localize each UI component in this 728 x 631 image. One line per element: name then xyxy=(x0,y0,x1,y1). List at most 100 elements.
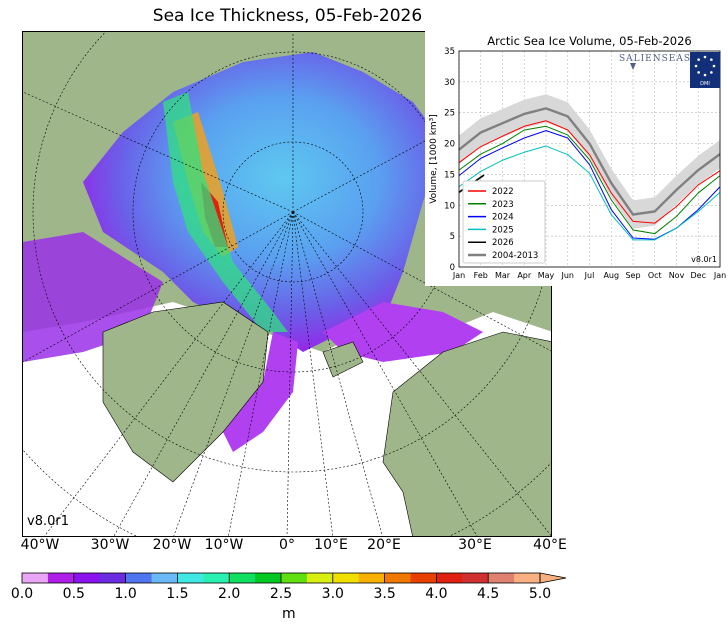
svalbard xyxy=(322,341,364,378)
y-tick-label: 20 xyxy=(444,140,455,150)
series-line-2022 xyxy=(458,120,721,224)
scandinavia xyxy=(382,331,551,536)
sea-ice-map xyxy=(22,31,552,537)
x-tick-label: May xyxy=(538,271,555,280)
lon-label: 30°W xyxy=(90,537,130,553)
x-tick-label: Jun xyxy=(561,271,575,280)
x-tick-label: Jan xyxy=(713,271,726,280)
colorbar-segment xyxy=(151,573,178,583)
x-tick-label: Mar xyxy=(495,271,511,280)
lon-label: 30°E xyxy=(458,537,492,553)
series-line-2004-2013 xyxy=(458,107,721,216)
colorbar-tick-label: 5.0 xyxy=(528,586,552,602)
east-greenland-ice xyxy=(223,332,298,452)
series-line-2023 xyxy=(458,125,721,235)
dmi-logo-star xyxy=(694,64,698,68)
colorbar-tick-label: 1.0 xyxy=(114,586,137,602)
x-tick-label: Sep xyxy=(625,271,640,280)
dmi-logo-text: DMI xyxy=(700,81,710,87)
colorbar-segment xyxy=(177,573,204,583)
colorbar-tick-label: 4.5 xyxy=(477,586,500,602)
colorbar-segment xyxy=(436,573,463,583)
colorbar-tick-label: 0.5 xyxy=(62,586,85,602)
x-tick-label: Nov xyxy=(669,271,685,280)
lon-label: 10°E xyxy=(314,537,348,553)
y-tick-label: 35 xyxy=(444,47,455,57)
volume-chart: Arctic Sea Ice Volume, 05-Feb-2026 0 5 10 15… xyxy=(429,34,726,280)
colorbar-tick-label: 3.0 xyxy=(321,586,344,602)
green-ice xyxy=(163,92,288,332)
dmi-logo-star xyxy=(712,64,716,68)
colorbar-tick-label: 0.0 xyxy=(10,586,34,602)
colorbar-segment xyxy=(73,573,101,583)
graticule xyxy=(23,32,551,536)
colorbar-segment xyxy=(255,573,282,583)
legend-label: 2024 xyxy=(492,213,514,223)
colorbar xyxy=(21,572,567,584)
colorbar-segment xyxy=(514,573,541,583)
colorbar-tick-label: 2.5 xyxy=(269,586,293,602)
colorbar-tick-label: 3.5 xyxy=(373,586,396,602)
x-tick-label: Feb xyxy=(474,271,488,280)
lon-label: 20°E xyxy=(367,537,401,553)
map-version-label: v8.0r1 xyxy=(27,514,69,529)
x-tick-label: Jan xyxy=(452,271,465,280)
lon-label: 40°W xyxy=(20,537,60,553)
colorbar-segment xyxy=(203,573,230,583)
colorbar-segment xyxy=(125,573,152,583)
colorbar-tick-label: 4.0 xyxy=(425,586,448,602)
legend-label: 2023 xyxy=(492,200,514,210)
colorbar-segment xyxy=(99,573,127,583)
colorbar-segment xyxy=(384,573,411,583)
map-title: Sea Ice Thickness, 05-Feb-2026 xyxy=(152,6,423,26)
map-canvas xyxy=(23,32,551,536)
colorbar-segment xyxy=(229,573,256,583)
colorbar-segment xyxy=(306,573,334,583)
lon-label: 20°W xyxy=(152,537,192,553)
plot-frame xyxy=(458,50,721,268)
barents-ice xyxy=(323,302,483,362)
climatology-band xyxy=(459,94,720,229)
colorbar-tick-label: 1.5 xyxy=(166,586,189,602)
colorbar-segment xyxy=(462,573,489,583)
y-tick-label: 5 xyxy=(450,232,455,242)
salienseas-logo-mark xyxy=(630,63,636,70)
dmi-logo-star xyxy=(697,58,700,61)
dmi-logo-star xyxy=(710,58,713,61)
colorbar-extend-arrow xyxy=(539,572,567,584)
x-tick-label: Dec xyxy=(691,271,706,280)
x-tick-label: Apr xyxy=(517,271,532,280)
greenland xyxy=(102,301,269,483)
chart-version-label: v8.0r1 xyxy=(691,255,717,264)
legend: 2022 2023 2024 2025 2026 2004-2013 xyxy=(462,180,546,264)
y-tick-label: 0 xyxy=(450,263,455,273)
dmi-logo-star xyxy=(697,71,700,74)
colorbar-segment xyxy=(22,573,49,583)
colorbar-segment xyxy=(281,573,308,583)
colorbar-segment xyxy=(488,573,515,583)
y-tick-label: 30 xyxy=(444,78,455,88)
legend-label: 2026 xyxy=(492,238,514,248)
volume-chart-inset: Arctic Sea Ice Volume, 05-Feb-2026 0 5 10 15… xyxy=(425,30,728,286)
colorbar-unit: m xyxy=(282,606,296,622)
colorbar-segment xyxy=(410,573,437,583)
series-line-2025 xyxy=(458,145,721,241)
x-tick-label: Aug xyxy=(603,271,619,280)
y-axis-label: Volume, [1000 km³] xyxy=(429,114,439,204)
dmi-logo-star xyxy=(703,73,707,77)
colorbar-tick-label: 2.0 xyxy=(218,586,241,602)
legend-label: 2022 xyxy=(492,187,514,197)
salienseas-logo: SALIENSEAS xyxy=(619,54,691,64)
legend-label: 2025 xyxy=(492,225,514,235)
colorbar-segment xyxy=(47,573,75,583)
y-tick-label: 15 xyxy=(444,170,455,180)
dmi-logo-star xyxy=(710,71,713,74)
legend-label: 2004-2013 xyxy=(492,251,538,261)
lon-label: 10°W xyxy=(204,537,244,553)
lon-label: 0° xyxy=(279,537,295,553)
y-tick-label: 10 xyxy=(444,201,455,211)
chart-title: Arctic Sea Ice Volume, 05-Feb-2026 xyxy=(487,34,692,48)
colorbar-segment xyxy=(358,573,386,583)
x-tick-label: Jul xyxy=(584,271,595,280)
lon-label: 40°E xyxy=(533,537,567,553)
